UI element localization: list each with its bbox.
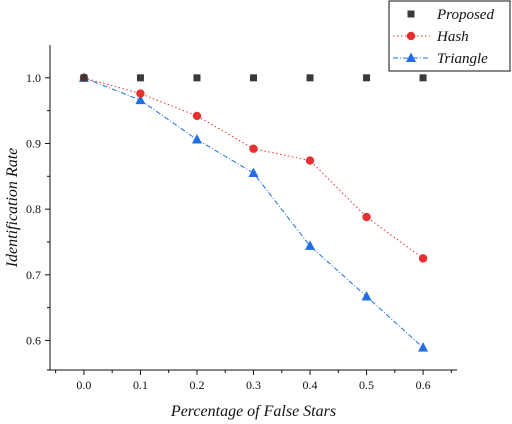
x-tick-label: 0.5 <box>359 378 374 392</box>
legend-hash-marker <box>406 31 416 41</box>
triangle-point <box>248 167 259 178</box>
x-tick-label: 0.4 <box>303 378 318 392</box>
triangle-point <box>135 94 146 105</box>
y-tick-label: 1.0 <box>26 71 41 85</box>
axes: 0.0 0.1 0.2 0.3 0.4 0.5 0.6 0.6 0.7 0.8 0.9 1.0 <box>26 45 457 392</box>
y-tick-label: 0.7 <box>26 268 41 282</box>
triangle-line <box>83 77 424 349</box>
hash-point <box>136 89 145 98</box>
hash-point <box>418 254 428 263</box>
hash-point <box>249 144 258 153</box>
proposed-point <box>419 74 427 82</box>
proposed-point <box>250 74 257 82</box>
series-triangle <box>78 72 429 352</box>
series-proposed <box>80 74 427 82</box>
series-layer <box>78 72 429 352</box>
proposed-point <box>306 74 314 82</box>
triangle-point <box>361 290 372 301</box>
proposed-point <box>136 74 144 82</box>
x-tick-label: 0.0 <box>76 378 91 392</box>
legend-triangle-label: Triangle <box>437 51 488 67</box>
triangle-point <box>418 342 429 352</box>
legend-triangle-marker <box>406 52 416 62</box>
legend-proposed-marker <box>407 10 415 18</box>
x-tick-label: 0.3 <box>246 378 261 392</box>
hash-point <box>362 212 371 222</box>
proposed-point <box>80 74 88 82</box>
triangle-point <box>191 134 202 144</box>
legend: Proposed Hash Triangle <box>388 0 511 72</box>
x-tick-label: 0.2 <box>189 378 204 392</box>
hash-point <box>192 111 202 121</box>
proposed-point <box>193 74 201 82</box>
legend-proposed-label: Proposed <box>436 7 494 23</box>
proposed-point <box>363 74 371 82</box>
x-axis-title: Percentage of False Stars <box>170 403 336 420</box>
x-tick-label: 0.1 <box>133 378 148 392</box>
y-tick-label: 0.8 <box>26 202 41 216</box>
y-axis-title: Identification Rate <box>4 148 21 269</box>
triangle-point <box>305 240 316 250</box>
legend-hash-label: Hash <box>436 29 469 45</box>
y-tick-label: 0.6 <box>26 333 41 347</box>
y-tick-label: 0.9 <box>26 136 41 150</box>
x-tick-label: 0.6 <box>416 378 431 392</box>
hash-point <box>305 156 315 165</box>
